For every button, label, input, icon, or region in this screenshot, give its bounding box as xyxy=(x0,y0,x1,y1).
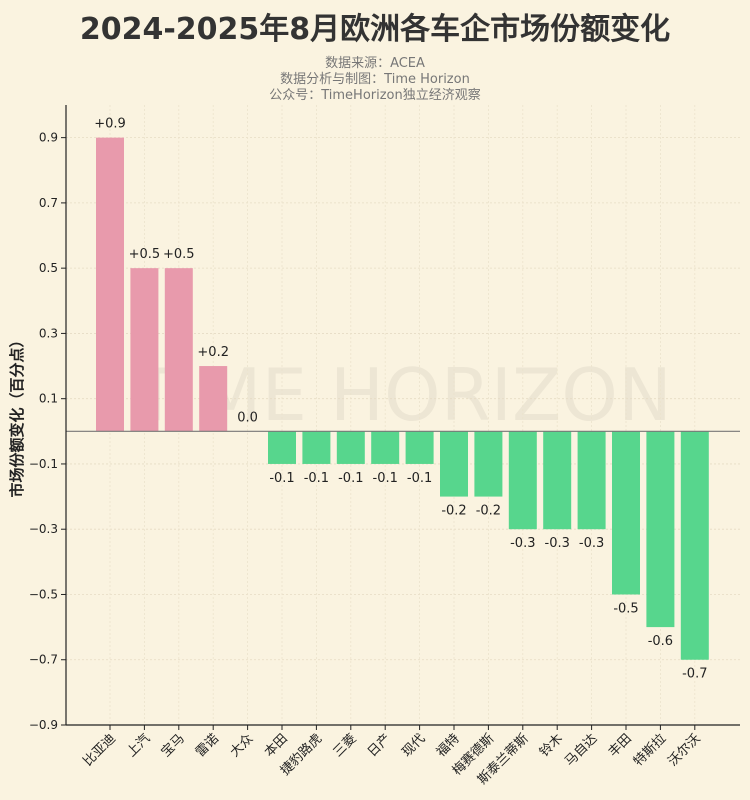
data-label: -0.1 xyxy=(269,471,294,486)
data-label: +0.2 xyxy=(197,345,229,360)
data-label: +0.5 xyxy=(129,247,161,262)
y-tick-label: −0.7 xyxy=(29,653,58,667)
bar xyxy=(474,431,503,497)
y-tick-label: 0.5 xyxy=(39,261,58,275)
data-label: -0.2 xyxy=(441,504,466,519)
y-tick-label: 0.9 xyxy=(39,131,58,145)
data-label: -0.7 xyxy=(682,667,707,682)
bar xyxy=(508,431,537,530)
bar xyxy=(164,268,193,432)
data-label: -0.2 xyxy=(476,504,501,519)
x-tick-label: 马自达 xyxy=(562,731,600,769)
x-tick-label: 上汽 xyxy=(124,731,153,760)
y-tick-label: −0.5 xyxy=(29,587,58,601)
data-label: -0.3 xyxy=(579,536,604,551)
y-axis-label: 市场份额变化（百分点） xyxy=(8,332,26,497)
x-tick-label: 三菱 xyxy=(331,731,360,760)
y-tick-label: 0.1 xyxy=(39,392,58,406)
data-label: -0.3 xyxy=(545,536,570,551)
bar xyxy=(371,431,400,464)
x-tick-label: 丰田 xyxy=(606,731,635,760)
data-label: +0.9 xyxy=(94,117,126,132)
data-label: -0.6 xyxy=(648,634,673,649)
data-label: -0.1 xyxy=(304,471,329,486)
bar xyxy=(199,366,228,432)
x-tick-label: 宝马 xyxy=(159,731,188,760)
bar xyxy=(302,431,331,464)
chart-subtitle-source: 数据来源：ACEA xyxy=(325,56,425,71)
x-tick-label: 现代 xyxy=(399,731,428,760)
chart-title: 2024-2025年8月欧洲各车企市场份额变化 xyxy=(79,12,671,47)
y-tick-label: −0.9 xyxy=(29,718,58,732)
y-tick-label: 0.7 xyxy=(39,196,58,210)
bar xyxy=(336,431,365,464)
bar xyxy=(96,137,124,432)
data-label: -0.1 xyxy=(338,471,363,486)
y-tick-label: 0.3 xyxy=(39,326,58,340)
data-label: +0.5 xyxy=(163,247,195,262)
x-tick-label: 特斯拉 xyxy=(631,731,669,769)
bar xyxy=(440,431,468,497)
x-tick-label: 沃尔沃 xyxy=(665,731,703,769)
x-tick-label: 福特 xyxy=(434,731,463,760)
data-label: -0.1 xyxy=(373,471,398,486)
bar xyxy=(130,268,159,432)
x-tick-label: 铃木 xyxy=(537,731,566,760)
y-tick-label: −0.1 xyxy=(29,457,58,471)
data-label: -0.1 xyxy=(407,471,432,486)
chart-subtitle-account: 公众号：TimeHorizon独立经济观察 xyxy=(269,88,481,103)
x-tick-label: 本田 xyxy=(262,731,291,760)
data-label: -0.5 xyxy=(613,601,638,616)
x-tick-label: 大众 xyxy=(227,731,256,760)
bar xyxy=(543,431,572,530)
bar xyxy=(680,431,709,660)
data-label: 0.0 xyxy=(237,410,258,425)
data-label: -0.3 xyxy=(510,536,535,551)
bar xyxy=(577,431,606,530)
x-tick-label: 比亚迪 xyxy=(81,731,119,769)
x-tick-label: 雷诺 xyxy=(193,731,222,760)
y-tick-label: −0.3 xyxy=(29,522,58,536)
bar xyxy=(405,431,434,464)
chart-subtitle-author: 数据分析与制图：Time Horizon xyxy=(280,72,470,87)
x-tick-label: 日产 xyxy=(365,731,394,760)
bar xyxy=(646,431,675,628)
bar xyxy=(612,431,640,595)
bar xyxy=(268,431,296,464)
